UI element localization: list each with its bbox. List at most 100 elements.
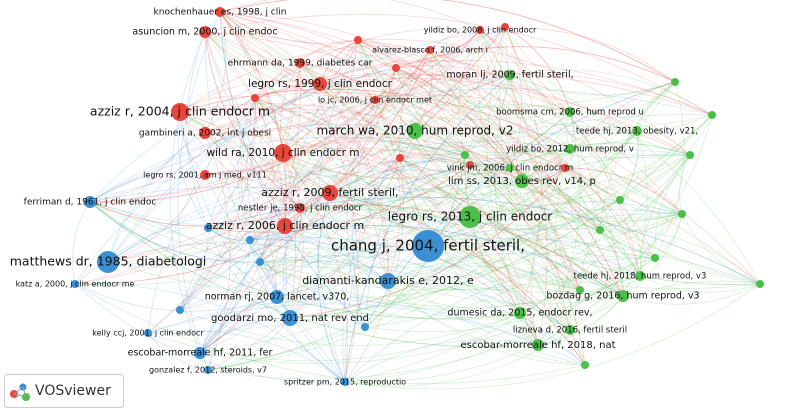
node-label: teede hj, 2018, hum reprod, v3 bbox=[574, 272, 707, 282]
edge bbox=[219, 11, 656, 259]
node bbox=[505, 70, 515, 80]
edge bbox=[207, 196, 761, 285]
edge bbox=[204, 31, 601, 231]
edge bbox=[219, 11, 287, 227]
edge bbox=[344, 213, 683, 383]
edge bbox=[282, 152, 691, 196]
edge bbox=[284, 199, 621, 249]
node bbox=[84, 196, 96, 208]
node-label: katz a, 2000, j clin endocr me bbox=[16, 280, 135, 289]
node-label: legro rs, 1999, j clin endocr bbox=[248, 78, 393, 90]
edge bbox=[249, 238, 389, 282]
edge bbox=[199, 148, 571, 354]
edge bbox=[414, 130, 656, 259]
edge bbox=[199, 239, 251, 354]
edge bbox=[344, 283, 761, 390]
edge bbox=[89, 99, 376, 203]
node-label: wild ra, 2010, j clin endocr m bbox=[207, 147, 360, 159]
edge bbox=[344, 257, 656, 383]
node bbox=[459, 206, 481, 228]
node bbox=[506, 164, 514, 172]
edge bbox=[259, 67, 397, 263]
edge bbox=[504, 26, 523, 169]
edge bbox=[204, 31, 676, 108]
edge bbox=[219, 11, 624, 297]
node bbox=[246, 236, 254, 244]
node bbox=[171, 103, 189, 121]
edge bbox=[74, 49, 431, 285]
edge bbox=[89, 201, 301, 227]
edge bbox=[89, 201, 346, 383]
edge bbox=[204, 31, 301, 209]
edge bbox=[399, 74, 511, 159]
edge bbox=[317, 192, 346, 383]
edge bbox=[204, 31, 331, 194]
edge bbox=[479, 29, 621, 201]
edge bbox=[329, 188, 471, 218]
node bbox=[282, 310, 298, 326]
node bbox=[412, 230, 444, 262]
edge bbox=[504, 26, 683, 215]
edge bbox=[254, 97, 301, 209]
edge bbox=[204, 26, 506, 134]
edge bbox=[469, 130, 638, 218]
edge bbox=[299, 62, 376, 101]
node bbox=[144, 329, 152, 337]
labels: knochenhauer es, 1998, j clin asuncion m,… bbox=[10, 8, 707, 387]
node bbox=[274, 144, 292, 162]
node bbox=[635, 271, 645, 281]
edge bbox=[204, 132, 278, 298]
edge bbox=[329, 192, 586, 366]
node bbox=[514, 307, 526, 319]
node-label: kelly ccj, 2001, j clin endocr bbox=[92, 329, 204, 338]
edge bbox=[179, 88, 571, 150]
edge bbox=[179, 237, 761, 311]
edge bbox=[199, 130, 416, 354]
edge bbox=[282, 49, 431, 154]
edge bbox=[319, 83, 389, 282]
logo[interactable]: VOSviewer bbox=[4, 374, 124, 408]
edge bbox=[504, 26, 691, 156]
node bbox=[756, 280, 764, 288]
edge bbox=[249, 39, 359, 241]
edge bbox=[199, 317, 291, 354]
logo-icon bbox=[10, 383, 30, 401]
edge bbox=[357, 39, 571, 113]
edge bbox=[259, 229, 601, 283]
node-label: alvarez-blasco f, 2006, arch i bbox=[372, 46, 488, 55]
edge bbox=[399, 26, 506, 159]
node bbox=[295, 203, 305, 213]
edge bbox=[199, 317, 291, 354]
node-label: spritzer pm, 2015, reproductio bbox=[284, 378, 406, 387]
edge bbox=[357, 39, 691, 156]
edge bbox=[289, 209, 683, 319]
edge bbox=[276, 281, 571, 331]
edge bbox=[107, 67, 397, 263]
edge bbox=[107, 213, 683, 299]
edge bbox=[179, 111, 683, 227]
edge bbox=[89, 99, 376, 203]
edge bbox=[89, 29, 481, 203]
edge bbox=[147, 303, 586, 366]
edge bbox=[299, 111, 571, 209]
edge bbox=[254, 97, 566, 175]
node-label: teede hj, 2013, obesity, v21, bbox=[576, 127, 698, 137]
edge bbox=[509, 69, 713, 116]
edge bbox=[429, 49, 683, 215]
edge bbox=[564, 167, 683, 215]
node-label: bozdag g, 2016, hum reprod, v3 bbox=[546, 291, 699, 302]
node bbox=[565, 107, 575, 117]
edge bbox=[280, 62, 301, 154]
node bbox=[371, 96, 379, 104]
edge bbox=[399, 157, 601, 231]
edge bbox=[299, 39, 359, 64]
edge bbox=[357, 39, 624, 297]
node-label: gonzalez f, 2012, steroids, v7 bbox=[149, 366, 267, 375]
node bbox=[576, 286, 584, 294]
edge bbox=[564, 167, 656, 259]
edge bbox=[207, 164, 471, 233]
edge bbox=[147, 62, 301, 334]
edge bbox=[399, 157, 511, 175]
edge bbox=[679, 154, 691, 215]
edge bbox=[464, 154, 586, 366]
